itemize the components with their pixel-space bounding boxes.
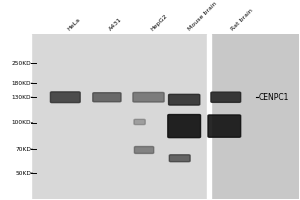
Text: Rat brain: Rat brain: [230, 8, 254, 32]
Text: HepG2: HepG2: [150, 13, 169, 32]
Text: A431: A431: [108, 17, 123, 32]
Text: 70KD: 70KD: [15, 147, 31, 152]
Bar: [31, 34, 209, 199]
FancyBboxPatch shape: [169, 94, 200, 105]
FancyBboxPatch shape: [168, 115, 200, 138]
Text: 130KD: 130KD: [12, 95, 31, 100]
FancyBboxPatch shape: [134, 147, 154, 153]
Text: CENPC1: CENPC1: [259, 93, 289, 102]
FancyBboxPatch shape: [208, 115, 241, 137]
Text: HeLa: HeLa: [67, 17, 82, 32]
FancyBboxPatch shape: [134, 119, 145, 125]
FancyBboxPatch shape: [133, 92, 164, 102]
Text: Mouse brain: Mouse brain: [187, 1, 218, 32]
Bar: [209, 34, 298, 199]
Text: 100KD: 100KD: [12, 120, 31, 125]
FancyBboxPatch shape: [93, 93, 121, 102]
FancyBboxPatch shape: [50, 92, 80, 103]
Text: 50KD: 50KD: [15, 171, 31, 176]
FancyBboxPatch shape: [211, 92, 241, 102]
Text: 250KD: 250KD: [11, 61, 31, 66]
Bar: [207, 34, 211, 199]
Bar: [2, 34, 31, 199]
FancyBboxPatch shape: [169, 155, 190, 162]
Text: 180KD: 180KD: [12, 81, 31, 86]
